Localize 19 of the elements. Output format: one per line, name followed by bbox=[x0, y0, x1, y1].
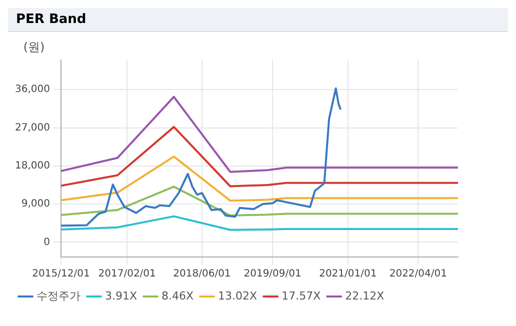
legend-label: 17.57X bbox=[282, 289, 322, 302]
x-tick-label: 2015/12/01 bbox=[32, 268, 90, 280]
legend-label: 8.46X bbox=[162, 289, 194, 302]
y-axis-title: (원) bbox=[23, 40, 45, 54]
x-tick-label: 2021/01/01 bbox=[319, 268, 377, 280]
legend-label: 3.91X bbox=[105, 289, 138, 302]
y-tick-label: 27,000 bbox=[14, 122, 50, 134]
x-tick-label: 2017/02/01 bbox=[98, 268, 156, 280]
y-tick-label: 9,000 bbox=[21, 198, 50, 210]
legend-label: 13.02X bbox=[218, 289, 258, 302]
legend-label: 수정주가 bbox=[36, 289, 80, 302]
x-tick-label: 2019/09/01 bbox=[244, 268, 302, 280]
x-tick-label: 2022/04/01 bbox=[389, 268, 447, 280]
y-tick-label: 18,000 bbox=[14, 160, 50, 172]
chart-title: PER Band bbox=[8, 8, 508, 32]
y-tick-label: 36,000 bbox=[14, 84, 50, 96]
y-tick-label: 0 bbox=[44, 236, 50, 248]
legend-label: 22.12X bbox=[345, 289, 385, 302]
x-tick-label: 2018/06/01 bbox=[173, 268, 231, 280]
